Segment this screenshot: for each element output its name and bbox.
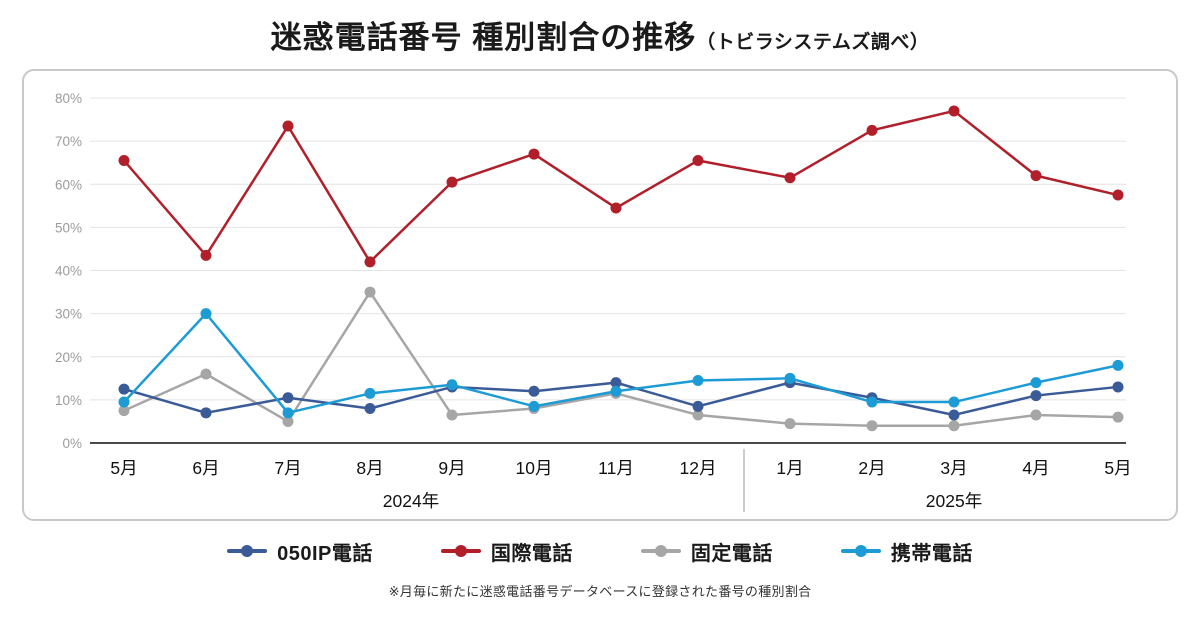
- data-point: [118, 383, 130, 395]
- y-tick-label: 10%: [55, 393, 82, 408]
- y-tick-label: 30%: [55, 307, 82, 322]
- x-tick-label: 7月: [274, 458, 301, 478]
- y-tick-label: 80%: [55, 91, 82, 106]
- data-point: [948, 105, 960, 117]
- data-point: [948, 409, 960, 421]
- data-point: [1112, 189, 1124, 201]
- data-point: [528, 385, 540, 397]
- data-point: [1030, 377, 1042, 389]
- data-point: [610, 385, 622, 397]
- x-tick-label: 1月: [776, 458, 803, 478]
- data-point: [866, 125, 878, 137]
- data-point: [282, 120, 294, 132]
- legend-marker-icon: [840, 544, 881, 558]
- data-point: [692, 375, 704, 387]
- data-point: [1030, 170, 1042, 182]
- y-tick-label: 60%: [55, 177, 82, 192]
- data-point: [610, 202, 622, 214]
- data-point: [118, 396, 130, 408]
- y-tick-label: 40%: [55, 264, 82, 279]
- series-line-1: [122, 109, 1120, 264]
- x-tick-label: 8月: [356, 458, 383, 478]
- data-point: [200, 250, 212, 262]
- data-point: [364, 388, 376, 400]
- data-point: [528, 401, 540, 413]
- legend-label: 携帯電話: [890, 542, 973, 565]
- data-point: [692, 409, 704, 421]
- chart-card: 0% 10% 20% 30% 40% 50% 60% 70% 80% 5月 6月 7月 8月 9月 10月 1…: [22, 69, 1178, 522]
- x-tick-label: 3月: [940, 458, 967, 478]
- data-point: [446, 409, 458, 421]
- legend-marker-icon: [440, 544, 481, 558]
- data-point: [784, 172, 796, 184]
- data-point: [948, 420, 960, 432]
- data-point: [364, 286, 376, 298]
- data-point: [1112, 411, 1124, 423]
- year-label: 2024年: [383, 491, 439, 511]
- data-point: [692, 155, 704, 167]
- data-point: [1112, 360, 1124, 372]
- data-point: [200, 308, 212, 320]
- x-tick-label: 11月: [598, 458, 634, 478]
- legend-label: 050IP電話: [277, 542, 373, 565]
- legend-item-3: 携帯電話: [840, 537, 973, 566]
- y-tick-label: 20%: [55, 350, 82, 365]
- data-point: [118, 405, 130, 417]
- data-point: [282, 416, 294, 428]
- y-tick-label: 50%: [55, 221, 82, 236]
- data-point: [610, 377, 622, 389]
- x-tick-label: 9月: [438, 458, 465, 478]
- legend-label: 国際電話: [490, 542, 573, 565]
- x-tick-label: 10月: [516, 458, 553, 478]
- data-point: [118, 155, 130, 167]
- y-tick-label: 0%: [62, 436, 82, 451]
- footnote: ※月毎に新たに迷惑電話番号データベースに登録された番号の種別割合: [388, 584, 812, 600]
- year-label: 2025年: [926, 491, 982, 511]
- legend-item-2: 固定電話: [640, 537, 773, 566]
- legend-marker-icon: [640, 544, 681, 558]
- data-point: [1030, 390, 1042, 402]
- data-point: [692, 401, 704, 413]
- legend-item-1: 国際電話: [440, 537, 573, 566]
- legend-item-0: 050IP電話: [227, 537, 373, 566]
- title-sub: （トビラシステムズ調べ）: [696, 32, 930, 53]
- title-main: 迷惑電話番号 種別割合の推移: [270, 20, 697, 55]
- data-point: [200, 407, 212, 419]
- data-point: [948, 396, 960, 408]
- y-tick-label: 70%: [55, 134, 82, 149]
- data-point: [282, 392, 294, 404]
- series-line-2: [122, 291, 1120, 428]
- data-point: [446, 176, 458, 188]
- data-point: [364, 256, 376, 268]
- data-point: [784, 418, 796, 430]
- legend: 050IP電話 国際電話 固定電話 携帯電話: [0, 537, 1200, 565]
- x-tick-label: 4月: [1022, 458, 1049, 478]
- data-point: [866, 420, 878, 432]
- x-tick-label: 2月: [858, 458, 885, 478]
- x-tick-label: 6月: [192, 458, 219, 478]
- data-point: [364, 403, 376, 415]
- page-title: 迷惑電話番号 種別割合の推移（トビラシステムズ調べ）: [0, 0, 1200, 55]
- data-point: [1030, 409, 1042, 421]
- data-point: [866, 396, 878, 408]
- data-point: [282, 407, 294, 419]
- x-tick-label: 5月: [110, 458, 137, 478]
- data-point: [528, 148, 540, 160]
- data-point: [446, 379, 458, 391]
- legend-label: 固定電話: [690, 542, 773, 565]
- legend-marker-icon: [227, 544, 268, 558]
- series-line-3: [122, 312, 1120, 415]
- line-chart: 0% 10% 20% 30% 40% 50% 60% 70% 80% 5月 6月 7月 8月 9月 10月 1…: [55, 91, 1132, 513]
- data-point: [1112, 381, 1124, 393]
- x-tick-label: 12月: [680, 458, 717, 478]
- x-tick-label: 5月: [1104, 458, 1131, 478]
- data-point: [784, 373, 796, 384]
- data-point: [200, 368, 212, 380]
